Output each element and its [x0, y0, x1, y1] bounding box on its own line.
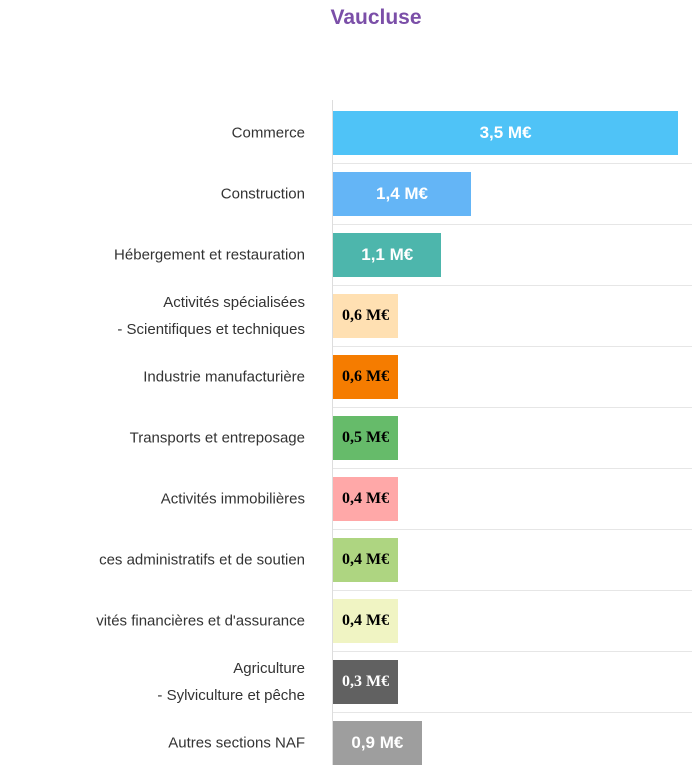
row-separator	[333, 712, 692, 713]
category-label: Activités immobilières	[160, 490, 305, 508]
value-label: 0,3 M€	[333, 660, 399, 704]
value-label: 1,4 M€	[367, 172, 437, 216]
value-label: 0,5 M€	[333, 416, 399, 460]
category-label: Agriculture - Sylviculture et pêche	[157, 660, 305, 704]
category-label: Autres sections NAF	[168, 734, 305, 752]
value-label: 0,4 M€	[333, 538, 399, 582]
row-separator	[333, 224, 692, 225]
row-separator	[333, 590, 692, 591]
row-separator	[333, 346, 692, 347]
category-label: Activités spécialisées - Scientifiques e…	[117, 294, 305, 338]
category-label: Industrie manufacturière	[143, 368, 305, 386]
category-label: ces administratifs et de soutien	[99, 551, 305, 569]
row-separator	[333, 529, 692, 530]
category-label: Commerce	[231, 124, 305, 142]
row-separator	[333, 651, 692, 652]
value-label: 0,6 M€	[333, 294, 399, 338]
category-label: vités financières et d'assurance	[96, 612, 305, 630]
axis-line	[332, 100, 333, 765]
value-label: 0,4 M€	[333, 599, 399, 643]
value-label: 0,9 M€	[342, 721, 413, 765]
category-label: Transports et entreposage	[129, 429, 305, 447]
value-label: 0,6 M€	[333, 355, 399, 399]
value-label: 3,5 M€	[470, 111, 541, 155]
value-label: 1,1 M€	[352, 233, 423, 277]
value-label: 0,4 M€	[333, 477, 399, 521]
chart-title: Vaucluse	[330, 6, 422, 29]
row-separator	[333, 468, 692, 469]
row-separator	[333, 407, 692, 408]
category-label: Construction	[220, 185, 305, 203]
category-label: Hébergement et restauration	[114, 246, 305, 264]
row-separator	[333, 163, 692, 164]
row-separator	[333, 285, 692, 286]
